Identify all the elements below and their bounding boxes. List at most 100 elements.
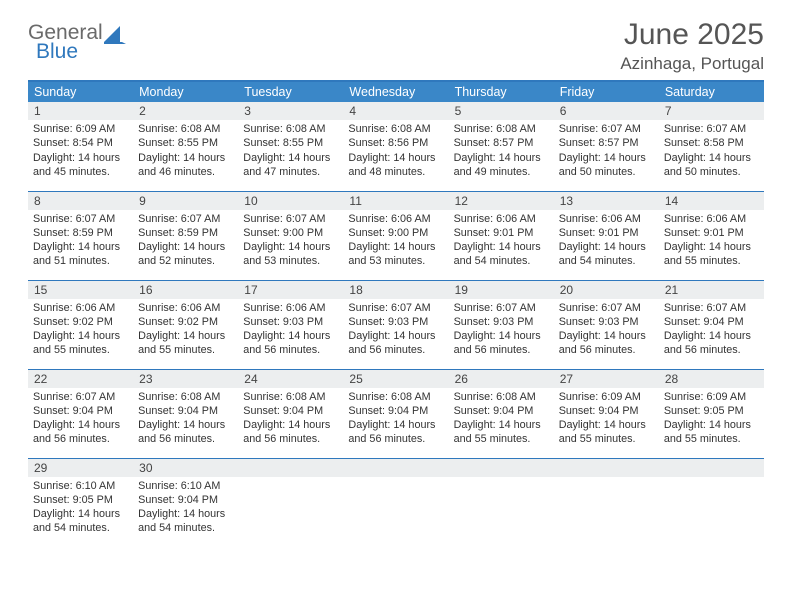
calendar-day-cell: 18Sunrise: 6:07 AM Sunset: 9:03 PM Dayli…	[343, 280, 448, 369]
calendar-day-cell	[238, 458, 343, 547]
weekday-header: Thursday	[449, 81, 554, 102]
calendar-day-cell	[659, 458, 764, 547]
calendar-week-row: 15Sunrise: 6:06 AM Sunset: 9:02 PM Dayli…	[28, 280, 764, 369]
day-number: 24	[238, 370, 343, 388]
day-number: 21	[659, 281, 764, 299]
day-number: 4	[343, 102, 448, 120]
day-sun-data: Sunrise: 6:07 AM Sunset: 9:03 PM Dayligh…	[343, 299, 448, 362]
weekday-header: Wednesday	[343, 81, 448, 102]
day-number: 19	[449, 281, 554, 299]
calendar-day-cell	[449, 458, 554, 547]
day-number: 6	[554, 102, 659, 120]
calendar-day-cell: 3Sunrise: 6:08 AM Sunset: 8:55 PM Daylig…	[238, 102, 343, 191]
calendar-day-cell: 14Sunrise: 6:06 AM Sunset: 9:01 PM Dayli…	[659, 191, 764, 280]
calendar-day-cell: 29Sunrise: 6:10 AM Sunset: 9:05 PM Dayli…	[28, 458, 133, 547]
day-sun-data: Sunrise: 6:06 AM Sunset: 9:00 PM Dayligh…	[343, 210, 448, 273]
weekday-header: Monday	[133, 81, 238, 102]
day-number	[554, 459, 659, 477]
day-number: 9	[133, 192, 238, 210]
day-sun-data: Sunrise: 6:09 AM Sunset: 9:05 PM Dayligh…	[659, 388, 764, 451]
day-sun-data: Sunrise: 6:07 AM Sunset: 8:57 PM Dayligh…	[554, 120, 659, 183]
calendar-day-cell: 20Sunrise: 6:07 AM Sunset: 9:03 PM Dayli…	[554, 280, 659, 369]
day-sun-data: Sunrise: 6:06 AM Sunset: 9:01 PM Dayligh…	[659, 210, 764, 273]
calendar-day-cell: 13Sunrise: 6:06 AM Sunset: 9:01 PM Dayli…	[554, 191, 659, 280]
calendar-week-row: 29Sunrise: 6:10 AM Sunset: 9:05 PM Dayli…	[28, 458, 764, 547]
day-number: 30	[133, 459, 238, 477]
day-sun-data: Sunrise: 6:07 AM Sunset: 9:04 PM Dayligh…	[659, 299, 764, 362]
day-sun-data: Sunrise: 6:08 AM Sunset: 8:55 PM Dayligh…	[133, 120, 238, 183]
day-number	[238, 459, 343, 477]
day-sun-data: Sunrise: 6:08 AM Sunset: 8:56 PM Dayligh…	[343, 120, 448, 183]
calendar-day-cell: 9Sunrise: 6:07 AM Sunset: 8:59 PM Daylig…	[133, 191, 238, 280]
calendar-day-cell: 16Sunrise: 6:06 AM Sunset: 9:02 PM Dayli…	[133, 280, 238, 369]
weekday-header: Sunday	[28, 81, 133, 102]
day-number: 16	[133, 281, 238, 299]
day-sun-data: Sunrise: 6:07 AM Sunset: 8:59 PM Dayligh…	[133, 210, 238, 273]
day-number: 5	[449, 102, 554, 120]
calendar-week-row: 22Sunrise: 6:07 AM Sunset: 9:04 PM Dayli…	[28, 369, 764, 458]
day-number: 26	[449, 370, 554, 388]
calendar-day-cell: 26Sunrise: 6:08 AM Sunset: 9:04 PM Dayli…	[449, 369, 554, 458]
calendar-day-cell: 23Sunrise: 6:08 AM Sunset: 9:04 PM Dayli…	[133, 369, 238, 458]
page-title: June 2025	[620, 18, 764, 52]
day-sun-data: Sunrise: 6:07 AM Sunset: 9:00 PM Dayligh…	[238, 210, 343, 273]
weekday-header: Saturday	[659, 81, 764, 102]
day-sun-data: Sunrise: 6:08 AM Sunset: 8:55 PM Dayligh…	[238, 120, 343, 183]
calendar-day-cell: 19Sunrise: 6:07 AM Sunset: 9:03 PM Dayli…	[449, 280, 554, 369]
day-sun-data: Sunrise: 6:06 AM Sunset: 9:02 PM Dayligh…	[133, 299, 238, 362]
calendar-day-cell: 5Sunrise: 6:08 AM Sunset: 8:57 PM Daylig…	[449, 102, 554, 191]
logo-text-blue: Blue	[36, 43, 126, 62]
calendar-week-row: 1Sunrise: 6:09 AM Sunset: 8:54 PM Daylig…	[28, 102, 764, 191]
day-number: 3	[238, 102, 343, 120]
calendar-day-cell: 12Sunrise: 6:06 AM Sunset: 9:01 PM Dayli…	[449, 191, 554, 280]
day-sun-data: Sunrise: 6:06 AM Sunset: 9:01 PM Dayligh…	[554, 210, 659, 273]
day-number: 29	[28, 459, 133, 477]
day-sun-data: Sunrise: 6:07 AM Sunset: 9:04 PM Dayligh…	[28, 388, 133, 451]
header: General Blue June 2025 Azinhaga, Portuga…	[28, 18, 764, 74]
day-sun-data: Sunrise: 6:09 AM Sunset: 9:04 PM Dayligh…	[554, 388, 659, 451]
calendar-day-cell: 4Sunrise: 6:08 AM Sunset: 8:56 PM Daylig…	[343, 102, 448, 191]
day-number: 10	[238, 192, 343, 210]
day-number: 22	[28, 370, 133, 388]
calendar-day-cell: 1Sunrise: 6:09 AM Sunset: 8:54 PM Daylig…	[28, 102, 133, 191]
calendar-day-cell: 6Sunrise: 6:07 AM Sunset: 8:57 PM Daylig…	[554, 102, 659, 191]
day-number	[659, 459, 764, 477]
calendar-day-cell: 28Sunrise: 6:09 AM Sunset: 9:05 PM Dayli…	[659, 369, 764, 458]
logo: General Blue	[28, 24, 126, 62]
weekday-header-row: Sunday Monday Tuesday Wednesday Thursday…	[28, 81, 764, 102]
calendar-day-cell: 17Sunrise: 6:06 AM Sunset: 9:03 PM Dayli…	[238, 280, 343, 369]
day-number: 15	[28, 281, 133, 299]
calendar-day-cell: 22Sunrise: 6:07 AM Sunset: 9:04 PM Dayli…	[28, 369, 133, 458]
day-number: 20	[554, 281, 659, 299]
day-number: 14	[659, 192, 764, 210]
weekday-header: Friday	[554, 81, 659, 102]
day-sun-data: Sunrise: 6:08 AM Sunset: 9:04 PM Dayligh…	[133, 388, 238, 451]
day-number: 17	[238, 281, 343, 299]
day-sun-data: Sunrise: 6:08 AM Sunset: 9:04 PM Dayligh…	[449, 388, 554, 451]
calendar-table: Sunday Monday Tuesday Wednesday Thursday…	[28, 80, 764, 547]
day-number: 7	[659, 102, 764, 120]
calendar-week-row: 8Sunrise: 6:07 AM Sunset: 8:59 PM Daylig…	[28, 191, 764, 280]
day-number: 28	[659, 370, 764, 388]
calendar-day-cell: 30Sunrise: 6:10 AM Sunset: 9:04 PM Dayli…	[133, 458, 238, 547]
day-sun-data: Sunrise: 6:07 AM Sunset: 9:03 PM Dayligh…	[554, 299, 659, 362]
day-sun-data: Sunrise: 6:10 AM Sunset: 9:05 PM Dayligh…	[28, 477, 133, 540]
day-number: 8	[28, 192, 133, 210]
day-number	[343, 459, 448, 477]
day-number: 18	[343, 281, 448, 299]
calendar-day-cell: 8Sunrise: 6:07 AM Sunset: 8:59 PM Daylig…	[28, 191, 133, 280]
day-sun-data: Sunrise: 6:07 AM Sunset: 8:58 PM Dayligh…	[659, 120, 764, 183]
day-sun-data: Sunrise: 6:08 AM Sunset: 9:04 PM Dayligh…	[343, 388, 448, 451]
day-number: 11	[343, 192, 448, 210]
day-number: 23	[133, 370, 238, 388]
day-number: 13	[554, 192, 659, 210]
calendar-day-cell: 27Sunrise: 6:09 AM Sunset: 9:04 PM Dayli…	[554, 369, 659, 458]
calendar-day-cell: 24Sunrise: 6:08 AM Sunset: 9:04 PM Dayli…	[238, 369, 343, 458]
day-number: 25	[343, 370, 448, 388]
day-sun-data: Sunrise: 6:10 AM Sunset: 9:04 PM Dayligh…	[133, 477, 238, 540]
calendar-day-cell	[554, 458, 659, 547]
day-sun-data: Sunrise: 6:07 AM Sunset: 8:59 PM Dayligh…	[28, 210, 133, 273]
calendar-day-cell	[343, 458, 448, 547]
location-label: Azinhaga, Portugal	[620, 54, 764, 74]
day-sun-data: Sunrise: 6:06 AM Sunset: 9:02 PM Dayligh…	[28, 299, 133, 362]
